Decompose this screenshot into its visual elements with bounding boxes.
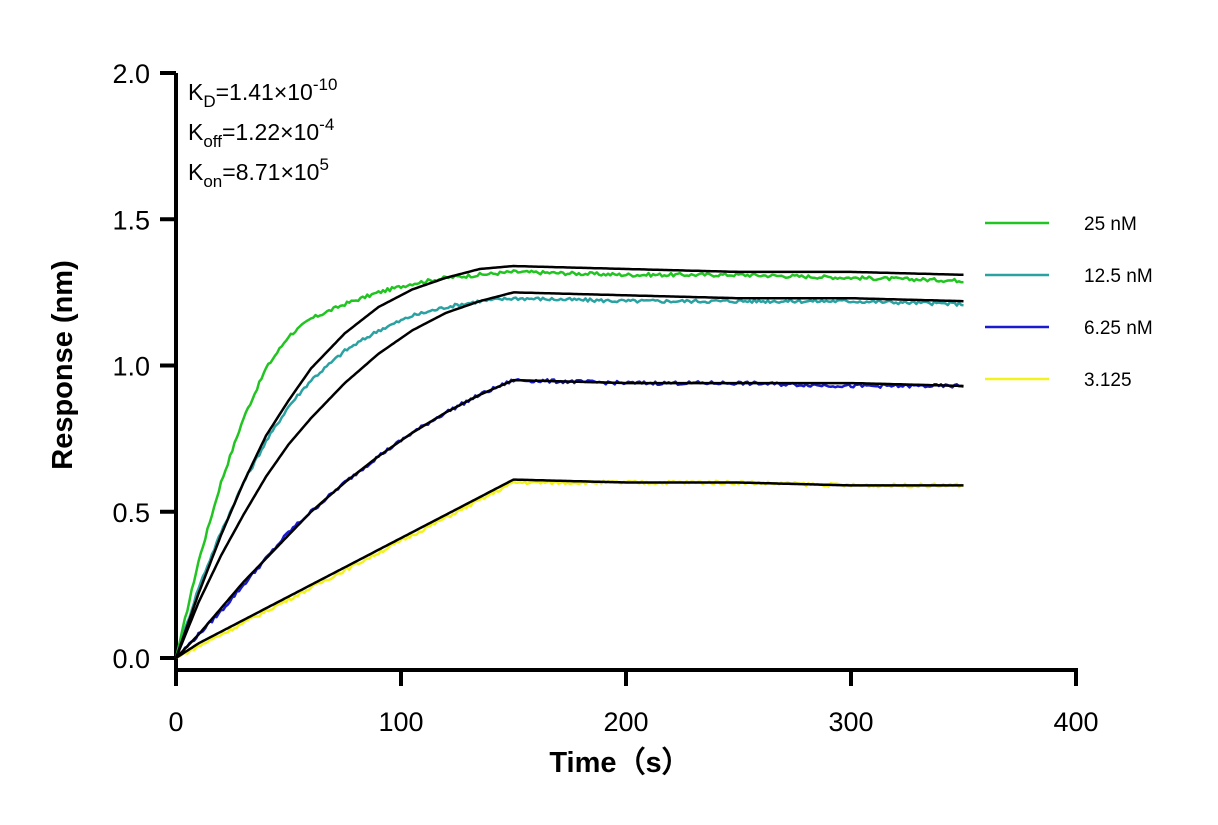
series-fit-line (174, 291, 964, 659)
x-tick-label: 200 (603, 707, 648, 737)
y-axis: 0.0 0.5 1.0 1.5 2.0 Response (nm) (47, 59, 178, 674)
kinetic-constants: KD=1.41×10-10 Koff=1.22×10-4 Kon=8.71×105 (188, 75, 337, 191)
legend-label: 6.25 nM (1084, 318, 1153, 339)
y-axis-title: Response (nm) (47, 260, 79, 469)
series-measured-line (174, 269, 964, 659)
x-tick-label: 400 (1053, 707, 1098, 737)
legend-label: 12.5 nM (1084, 266, 1153, 287)
kinetic-constant-label: KD=1.41×10-10 (188, 75, 337, 111)
x-tick-label: 300 (828, 707, 873, 737)
x-ticks: 0 100 200 300 400 (168, 670, 1099, 737)
legend: 25 nM 12.5 nM 6.25 nM 3.125 (985, 214, 1153, 391)
x-tick-label: 100 (378, 707, 423, 737)
x-axis-title: Time（s） (549, 746, 690, 779)
series-fit-line (175, 378, 964, 659)
kinetic-constant-label: Koff=1.22×10-4 (188, 115, 334, 151)
y-tick-label: 1.0 (112, 352, 150, 382)
series-measured-line (175, 479, 964, 660)
series-measured-line (175, 378, 964, 659)
series-fit-line (175, 478, 964, 660)
x-tick-label: 0 (168, 707, 183, 737)
x-axis: 0 100 200 300 400 Time（s） (168, 668, 1099, 779)
series-fit-line (174, 264, 964, 659)
plot-series (174, 264, 964, 660)
legend-label: 25 nM (1084, 214, 1137, 235)
legend-label: 3.125 (1084, 370, 1132, 391)
y-tick-label: 0.0 (112, 644, 150, 674)
series-measured-line (174, 296, 964, 659)
y-tick-label: 2.0 (112, 59, 150, 89)
y-tick-label: 0.5 (112, 498, 150, 528)
y-ticks: 0.0 0.5 1.0 1.5 2.0 (112, 59, 176, 674)
y-tick-label: 1.5 (112, 205, 150, 235)
kinetic-constant-label: Kon=8.71×105 (188, 155, 329, 191)
